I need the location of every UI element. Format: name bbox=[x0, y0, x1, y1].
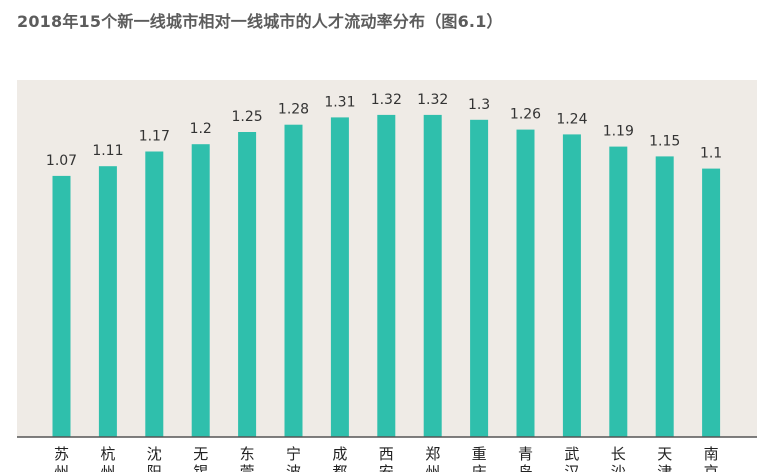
category-label: 武汉 bbox=[564, 445, 579, 472]
bar-value-label: 1.3 bbox=[468, 97, 490, 113]
bar bbox=[330, 117, 349, 438]
category-label: 郑州 bbox=[425, 445, 440, 472]
bar bbox=[52, 175, 71, 437]
category-label: 南京 bbox=[704, 445, 719, 472]
bar bbox=[145, 151, 164, 437]
bar bbox=[98, 166, 117, 437]
bar-value-label: 1.24 bbox=[556, 111, 587, 127]
bar-value-label: 1.25 bbox=[232, 109, 263, 125]
bar-value-label: 1.11 bbox=[92, 143, 123, 159]
bar bbox=[562, 134, 581, 437]
category-label: 成都 bbox=[332, 445, 347, 472]
chart-title: 2018年15个新一线城市相对一线城市的人才流动率分布（图6.1） bbox=[17, 12, 503, 31]
category-label: 杭州 bbox=[100, 445, 115, 472]
category-label: 重庆 bbox=[472, 445, 487, 472]
bar bbox=[284, 124, 303, 437]
category-label: 苏州 bbox=[54, 445, 69, 472]
bar bbox=[423, 114, 442, 438]
bar-value-label: 1.32 bbox=[371, 92, 402, 108]
bar-value-label: 1.19 bbox=[603, 124, 634, 140]
category-label: 西安 bbox=[379, 445, 394, 472]
category-label: 东莞 bbox=[240, 445, 255, 472]
category-label: 天津 bbox=[657, 445, 672, 472]
bar bbox=[655, 156, 674, 437]
bar-value-label: 1.31 bbox=[324, 94, 355, 110]
bar-chart-svg: 1.07 苏州 1.11 杭州 1.17 沈阳 1.2 无锡 1.25 东莞 1.28 宁波 1.31 成… bbox=[17, 80, 757, 472]
category-label: 青岛 bbox=[518, 445, 533, 472]
bar-value-label: 1.1 bbox=[700, 146, 722, 162]
bar-value-label: 1.15 bbox=[649, 133, 680, 149]
bar-chart: 1.07 苏州 1.11 杭州 1.17 沈阳 1.2 无锡 1.25 东莞 1.28 宁波 1.31 成… bbox=[17, 80, 757, 472]
bar bbox=[609, 146, 628, 437]
bar bbox=[191, 144, 210, 437]
bar-value-label: 1.26 bbox=[510, 107, 541, 123]
bar-value-label: 1.32 bbox=[417, 92, 448, 108]
category-label: 宁波 bbox=[286, 445, 301, 472]
bar-value-label: 1.07 bbox=[46, 153, 77, 169]
category-label: 长沙 bbox=[611, 445, 626, 472]
bar bbox=[470, 119, 489, 438]
category-label: 无锡 bbox=[193, 445, 208, 472]
bar bbox=[238, 132, 257, 437]
bar-value-label: 1.17 bbox=[139, 129, 170, 145]
bar-value-label: 1.28 bbox=[278, 102, 309, 118]
bar bbox=[516, 129, 535, 437]
bar bbox=[702, 168, 721, 437]
category-label: 沈阳 bbox=[147, 445, 162, 472]
bar-value-label: 1.2 bbox=[190, 121, 212, 137]
bar bbox=[377, 114, 396, 438]
